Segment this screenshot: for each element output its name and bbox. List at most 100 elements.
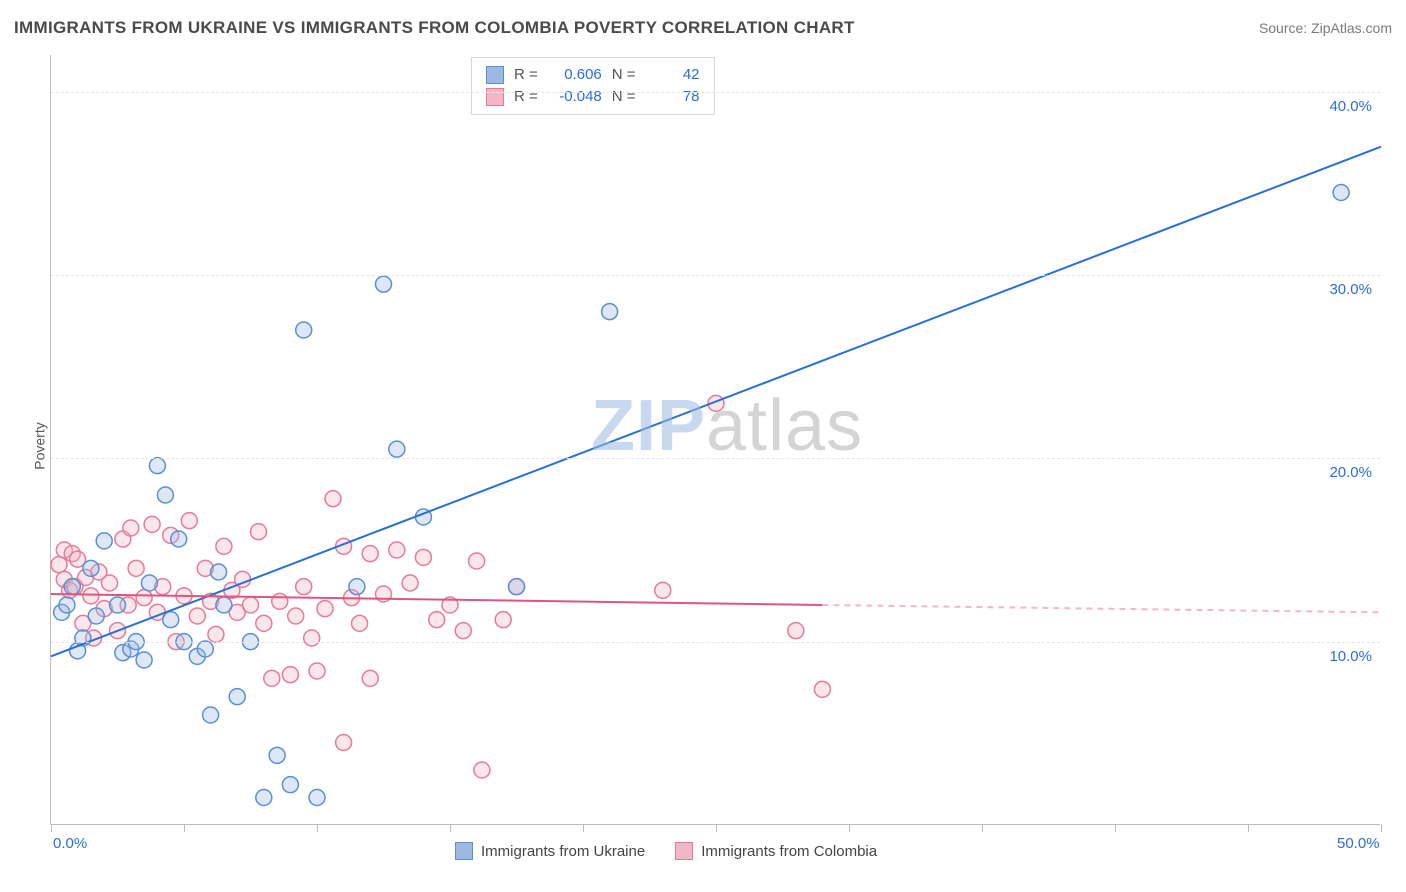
data-point [304, 630, 320, 646]
x-tick [716, 824, 717, 832]
data-point [495, 612, 511, 628]
data-point [157, 487, 173, 503]
data-point [389, 441, 405, 457]
data-point [325, 491, 341, 507]
data-point [211, 564, 227, 580]
data-point [256, 790, 272, 806]
stats-r-value-2: -0.048 [548, 86, 602, 108]
data-point [389, 542, 405, 558]
stats-legend-box: R = 0.606 N = 42 R = -0.048 N = 78 [471, 57, 715, 115]
x-tick-label: 0.0% [53, 835, 87, 852]
legend-swatch-ukraine [455, 842, 473, 860]
stats-swatch-ukraine [486, 66, 504, 84]
data-point [264, 670, 280, 686]
data-point [814, 681, 830, 697]
data-point [402, 575, 418, 591]
source-label: Source: ZipAtlas.com [1259, 20, 1392, 36]
data-point [51, 557, 67, 573]
chart-title: IMMIGRANTS FROM UKRAINE VS IMMIGRANTS FR… [14, 18, 855, 38]
data-point [163, 612, 179, 628]
data-point [197, 641, 213, 657]
data-point [336, 735, 352, 751]
data-point [655, 582, 671, 598]
data-point [128, 560, 144, 576]
grid-line-h [51, 458, 1380, 459]
data-point [96, 533, 112, 549]
data-point [83, 588, 99, 604]
data-point [282, 667, 298, 683]
stats-n-label-2: N = [612, 86, 636, 108]
data-point [309, 663, 325, 679]
data-point [189, 608, 205, 624]
grid-line-h [51, 92, 1380, 93]
data-point [250, 524, 266, 540]
x-tick [51, 824, 52, 832]
data-point [269, 747, 285, 763]
stats-row-colombia: R = -0.048 N = 78 [486, 86, 700, 108]
trend-line [51, 594, 822, 605]
data-point [429, 612, 445, 628]
x-tick-label: 50.0% [1337, 835, 1380, 852]
data-point [208, 626, 224, 642]
data-point [83, 560, 99, 576]
data-point [110, 597, 126, 613]
data-point [136, 652, 152, 668]
data-point [296, 579, 312, 595]
data-point [181, 513, 197, 529]
data-point [352, 615, 368, 631]
stats-n-value-1: 42 [646, 64, 700, 86]
data-point [102, 575, 118, 591]
plot-area: ZIPatlas R = 0.606 N = 42 R = -0.048 N =… [50, 55, 1380, 825]
data-point [216, 538, 232, 554]
data-point [229, 689, 245, 705]
stats-r-label-1: R = [514, 64, 538, 86]
data-point [141, 575, 157, 591]
data-point [455, 623, 471, 639]
trend-line [51, 147, 1381, 657]
stats-row-ukraine: R = 0.606 N = 42 [486, 64, 700, 86]
data-point [136, 590, 152, 606]
y-tick-label: 20.0% [1329, 464, 1372, 481]
stats-r-value-1: 0.606 [548, 64, 602, 86]
data-point [64, 579, 80, 595]
data-point [243, 597, 259, 613]
y-axis-label: Poverty [32, 422, 48, 469]
x-tick [1381, 824, 1382, 832]
data-point [509, 579, 525, 595]
data-point [362, 670, 378, 686]
y-tick-label: 40.0% [1329, 98, 1372, 115]
legend-item-ukraine: Immigrants from Ukraine [455, 842, 645, 860]
data-point [88, 608, 104, 624]
data-point [272, 593, 288, 609]
data-point [149, 458, 165, 474]
data-point [309, 790, 325, 806]
chart-svg [51, 55, 1380, 824]
data-point [203, 707, 219, 723]
legend-label-colombia: Immigrants from Colombia [701, 843, 877, 860]
x-tick [1248, 824, 1249, 832]
data-point [216, 597, 232, 613]
data-point [123, 520, 139, 536]
data-point [282, 777, 298, 793]
x-tick [317, 824, 318, 832]
data-point [415, 549, 431, 565]
stats-n-label-1: N = [612, 64, 636, 86]
y-tick-label: 10.0% [1329, 648, 1372, 665]
data-point [317, 601, 333, 617]
legend-label-ukraine: Immigrants from Ukraine [481, 843, 645, 860]
series-legend: Immigrants from Ukraine Immigrants from … [455, 842, 877, 860]
data-point [376, 276, 392, 292]
x-tick [982, 824, 983, 832]
y-tick-label: 30.0% [1329, 281, 1372, 298]
data-point [1333, 185, 1349, 201]
data-point [788, 623, 804, 639]
data-point [469, 553, 485, 569]
x-tick [184, 824, 185, 832]
x-tick [583, 824, 584, 832]
trend-line [822, 605, 1381, 612]
data-point [171, 531, 187, 547]
x-tick [849, 824, 850, 832]
stats-n-value-2: 78 [646, 86, 700, 108]
data-point [296, 322, 312, 338]
grid-line-h [51, 275, 1380, 276]
